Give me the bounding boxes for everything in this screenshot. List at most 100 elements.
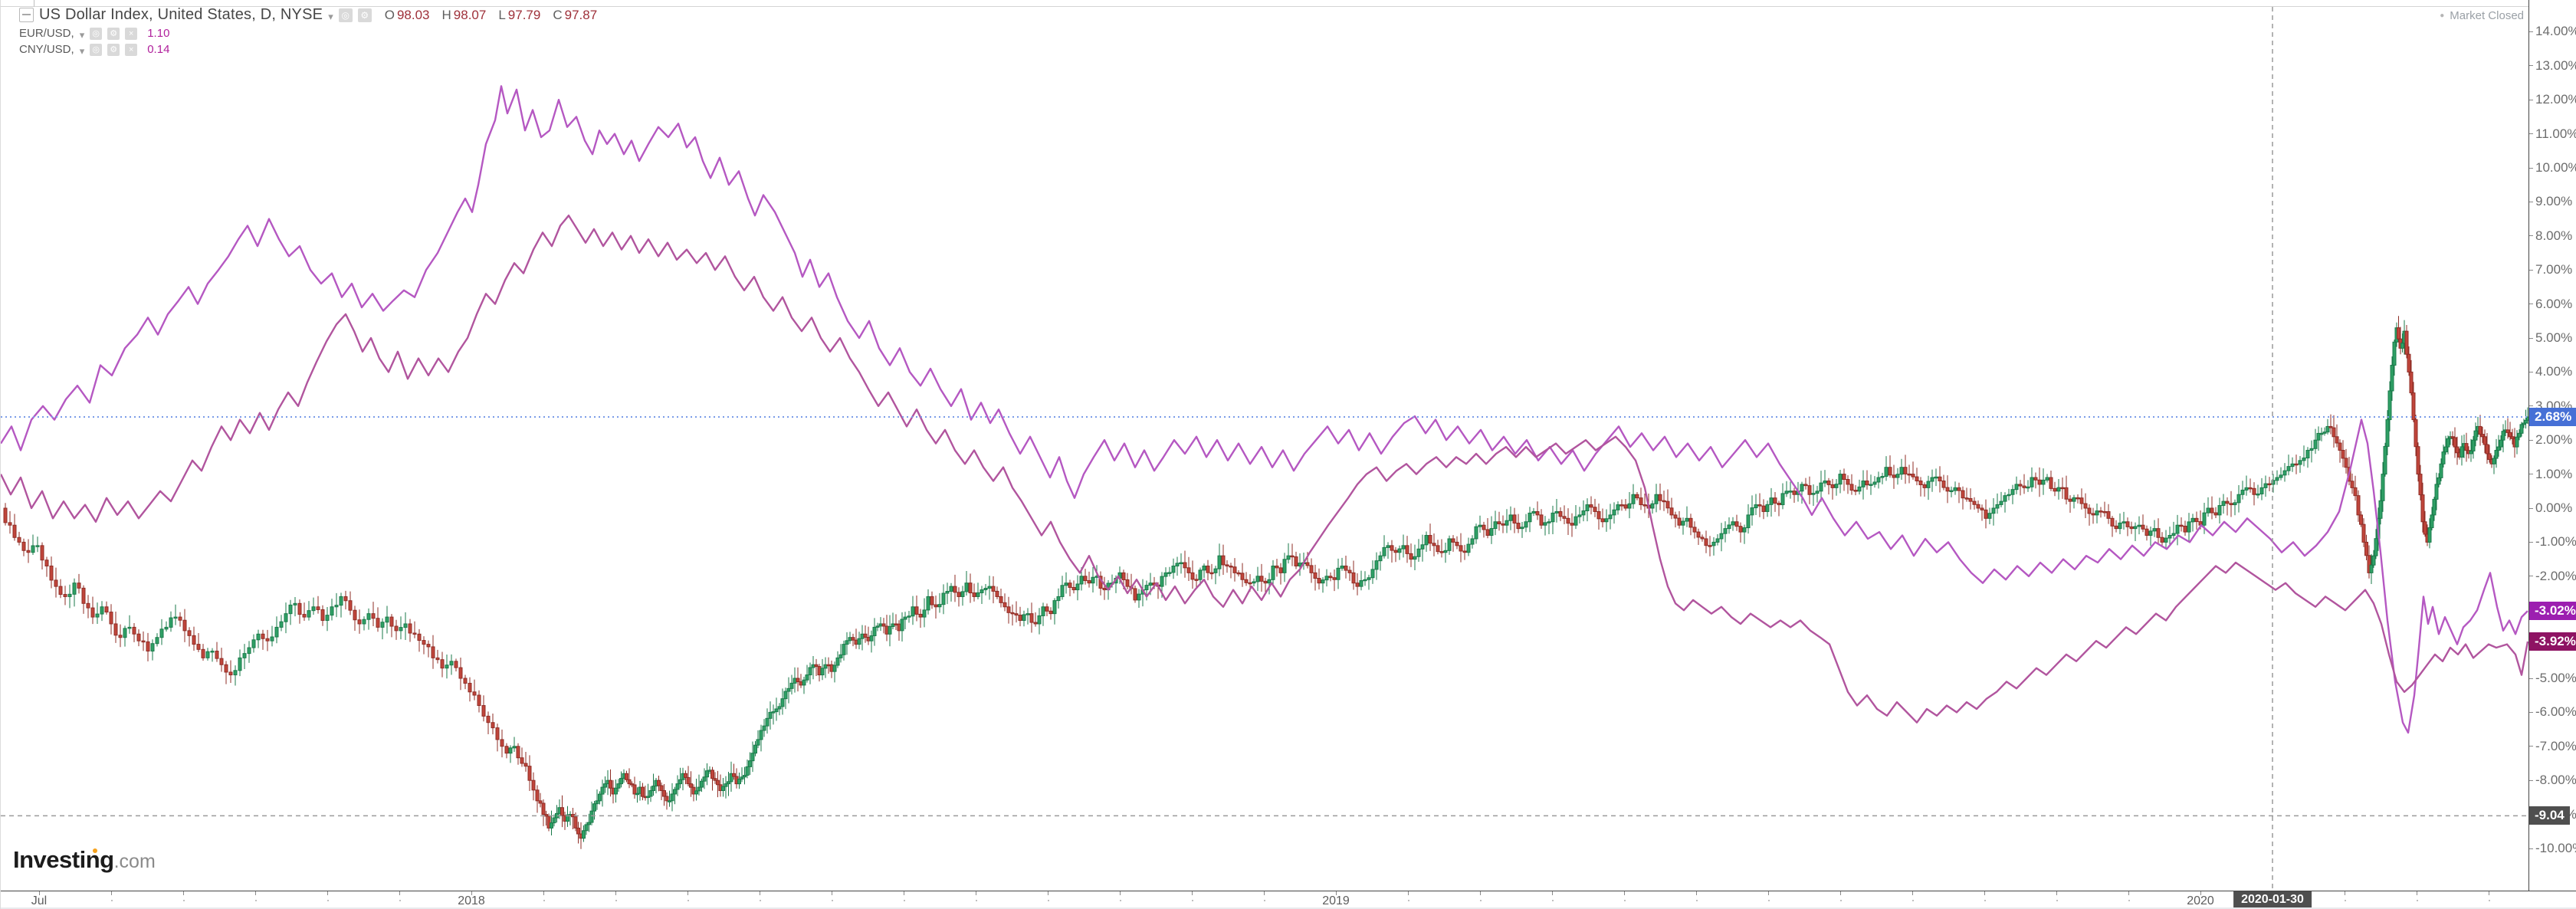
price-axis-tick: [2529, 678, 2533, 679]
price-axis-label: 8.00%: [2535, 228, 2573, 243]
price-axis-tick: [2529, 167, 2533, 169]
compare-last-value: 0.14: [147, 43, 170, 56]
eye-icon[interactable]: ◎: [338, 8, 353, 22]
compare-row-eurusd: EUR/USD, ▾ ◎ ⚙ × 1.10: [19, 27, 597, 40]
ohlc-values: O 98.03 H 98.07 L 97.79 C 97.87: [385, 8, 597, 23]
time-axis-month-dot: [1192, 900, 1193, 901]
time-axis-tick: [255, 891, 256, 895]
symbol-title: US Dollar Index, United States, D, NYSE: [39, 6, 323, 23]
compare-row-cnyusd: CNY/USD, ▾ ◎ ⚙ × 0.14: [19, 43, 597, 56]
time-axis-tick: [327, 891, 328, 895]
price-axis-label: -6.00%: [2535, 704, 2576, 720]
time-axis-tick: [111, 891, 112, 895]
price-axis-label: -10.00%: [2535, 841, 2576, 855]
time-axis-tick: [1264, 891, 1265, 895]
price-axis-tick: [2529, 31, 2533, 32]
time-axis-month-dot: [1120, 900, 1121, 901]
price-axis-label: -5.00%: [2535, 671, 2576, 685]
time-axis-label: Jul: [31, 894, 48, 907]
time-axis-tick: [1984, 891, 1985, 895]
eurusd-price-label: -3.02%: [2529, 602, 2576, 621]
open-value: O 98.03: [384, 7, 430, 22]
price-axis-label: 0.00%: [2535, 500, 2573, 515]
low-value: L 97.79: [498, 7, 541, 22]
last-price-label: 2.68%: [2529, 408, 2576, 426]
price-axis-label: 6.00%: [2535, 296, 2573, 311]
time-axis-month-dot: [399, 900, 401, 901]
status-dot-icon: ●: [2440, 11, 2445, 20]
gear-icon[interactable]: ⚙: [107, 27, 120, 40]
price-axis-label: -7.00%: [2535, 738, 2576, 753]
crosshair-price-label: -9.04: [2529, 806, 2570, 825]
time-axis-tick: [2056, 891, 2057, 895]
time-axis-tick: [1552, 891, 1553, 895]
time-axis-month-dot: [2417, 900, 2418, 901]
time-axis-month-dot: [760, 900, 761, 901]
price-axis-tick: [2529, 746, 2533, 747]
chart-legend: US Dollar Index, United States, D, NYSE …: [19, 6, 597, 59]
time-axis-month-dot: [2345, 900, 2346, 901]
legend-collapse-icon[interactable]: [19, 8, 34, 22]
price-axis-label: 5.00%: [2535, 330, 2573, 345]
time-axis[interactable]: Jul 2018 2019 2020: [1, 891, 2576, 908]
price-axis-label: 9.00%: [2535, 194, 2573, 209]
price-axis-tick: [2529, 337, 2533, 339]
market-status-label: Market Closed: [2450, 9, 2524, 22]
time-axis-tick: [1192, 891, 1193, 895]
time-axis-month-dot: [832, 900, 833, 901]
compare-symbol-label: CNY/USD,: [19, 43, 74, 56]
investing-logo: Investing.com: [13, 846, 156, 874]
time-axis-month-dot: [1480, 900, 1482, 901]
price-axis-tick: [2529, 269, 2533, 271]
time-axis-month-dot: [1984, 900, 1986, 901]
time-axis-tick: [471, 891, 472, 895]
time-axis-month-dot: [1264, 900, 1265, 901]
time-axis-label: 2018: [458, 894, 485, 907]
price-axis-label: 12.00%: [2535, 92, 2576, 107]
time-axis-tick: [1840, 891, 1841, 895]
eye-icon[interactable]: ◎: [90, 27, 103, 40]
crosshair-date-label: 2020-01-30: [2233, 891, 2312, 907]
logo-accent-dot: [93, 848, 97, 853]
market-status: ● Market Closed: [2417, 9, 2524, 22]
cnyusd-price-label: -3.92%: [2529, 632, 2576, 651]
eye-icon[interactable]: ◎: [90, 43, 103, 56]
compare-last-value: 1.10: [147, 27, 170, 40]
chevron-down-icon[interactable]: ▾: [328, 10, 333, 22]
time-axis-tick: [399, 891, 400, 895]
time-axis-month-dot: [111, 900, 113, 901]
time-axis-month-dot: [1768, 900, 1770, 901]
time-axis-month-dot: [1552, 900, 1554, 901]
price-axis-tick: [2529, 541, 2533, 543]
price-axis-tick: [2529, 439, 2533, 441]
time-axis-month-dot: [1696, 900, 1698, 901]
time-axis-tick: [1336, 891, 1337, 895]
price-axis-label: 4.00%: [2535, 364, 2573, 379]
logo-suffix-text: .com: [113, 851, 156, 872]
price-axis-tick: [2529, 65, 2533, 67]
price-axis-tick: [2529, 507, 2533, 509]
time-axis-tick: [183, 891, 184, 895]
time-axis-month-dot: [1048, 900, 1049, 901]
chevron-down-icon[interactable]: ▾: [79, 28, 85, 41]
close-icon[interactable]: ×: [125, 27, 138, 40]
time-axis-tick: [1912, 891, 1913, 895]
gear-icon[interactable]: ⚙: [357, 8, 372, 22]
time-axis-month-dot: [2489, 900, 2490, 901]
time-axis-month-dot: [255, 900, 257, 901]
close-icon[interactable]: ×: [125, 43, 138, 56]
gear-icon[interactable]: ⚙: [107, 43, 120, 56]
time-axis-label: 2020: [2187, 894, 2214, 907]
price-axis-label: 1.00%: [2535, 466, 2573, 481]
time-axis-tick: [39, 891, 40, 895]
time-axis-tick: [1120, 891, 1121, 895]
chevron-down-icon[interactable]: ▾: [79, 44, 85, 57]
price-chart-canvas[interactable]: [1, 0, 2528, 891]
time-axis-month-dot: [1408, 900, 1409, 901]
candlestick-series: [3, 316, 2528, 849]
price-axis-label: 2.00%: [2535, 432, 2573, 448]
time-axis-tick: [1408, 891, 1409, 895]
time-axis-label: 2019: [1322, 894, 1350, 907]
price-axis[interactable]: 14.00% 13.00% 12.00% 11.00% 10.00% 9.00% 8.00%…: [2528, 0, 2576, 891]
